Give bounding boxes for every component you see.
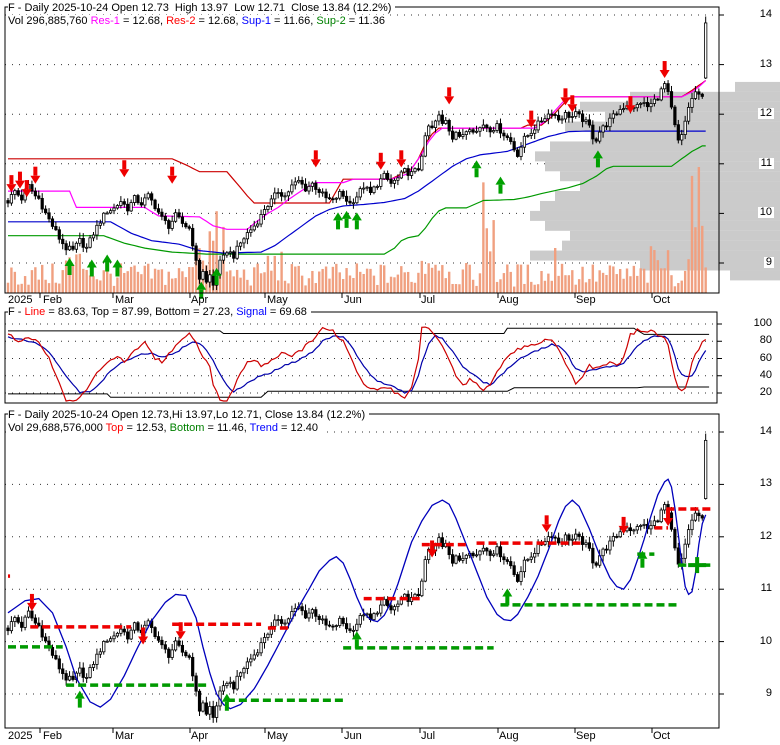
- panel3-month-label: Sep: [576, 730, 596, 742]
- header-segment: Sup-1: [241, 15, 271, 27]
- panel1-tick-label: 13: [757, 57, 774, 70]
- panel2-header-line1: F - Line = 83.63, Top = 87.99, Bottom = …: [8, 306, 311, 318]
- panel3-header-line1: F - Daily 2025-10-24 Open 12.73,Hi 13.97…: [8, 409, 370, 421]
- panel1-month-label: Aug: [499, 294, 519, 306]
- header-segment: = 12.68,: [119, 15, 167, 27]
- panel1-month-label: Jul: [421, 294, 436, 306]
- header-segment: Line: [24, 306, 46, 318]
- panel1-tick-label: 12: [757, 107, 774, 120]
- panel1-tick-label: 10: [757, 206, 774, 219]
- panel2-tick-label: 40: [757, 368, 774, 381]
- header-segment: F - Daily 2025-10-24 Open 12.73,Hi 13.97…: [8, 409, 366, 421]
- header-segment: Top: [105, 422, 124, 434]
- header-segment: = 12.40: [277, 422, 319, 434]
- panel2-tick-label: 60: [757, 351, 774, 364]
- header-segment: F -: [8, 306, 25, 318]
- panel3-tick-label: 10: [757, 634, 774, 647]
- panel3-month-label: Oct: [653, 730, 671, 742]
- panel1-tick-label: 14: [757, 8, 774, 20]
- header-segment: Trend: [249, 422, 278, 434]
- panel1-plot-area[interactable]: [5, 7, 719, 293]
- panel3-month-label: May: [267, 730, 288, 742]
- panel1-month-label: 2025: [8, 294, 33, 306]
- header-segment: Res-1: [90, 15, 120, 27]
- panel1-header-line1: F - Daily 2025-10-24 Open 12.73 High 13.…: [8, 2, 396, 14]
- header-segment: = 83.63, Top = 87.99, Bottom = 27.23,: [45, 306, 237, 318]
- panel3-tick-label: 13: [757, 477, 774, 490]
- panel3-month-label: Apr: [191, 730, 209, 742]
- panel1-month-label: Apr: [191, 294, 209, 306]
- panel1-month-label: Jun: [344, 294, 362, 306]
- header-segment: Signal: [236, 306, 267, 318]
- header-segment: Sup-2: [316, 15, 346, 27]
- header-segment: Vol 29,688,576,000: [8, 422, 106, 434]
- panel3-tick-label: 12: [757, 529, 774, 542]
- panel1-month-label: May: [267, 294, 288, 306]
- panel2-tick-label: 80: [757, 334, 774, 347]
- header-segment: = 11.36: [345, 15, 385, 27]
- panel3-month-label: Jun: [344, 730, 362, 742]
- panel1-month-label: Oct: [653, 294, 671, 306]
- header-segment: Res-2: [166, 15, 196, 27]
- panel3-month-label: Mar: [115, 730, 134, 742]
- panel3-month-label: Aug: [499, 730, 519, 742]
- panel3-tick-label: 11: [758, 582, 774, 595]
- panel3-month-label: Jul: [421, 730, 436, 742]
- panel3-month-label: Feb: [43, 730, 62, 742]
- header-segment: = 11.66,: [271, 15, 317, 27]
- header-segment: Bottom: [169, 422, 205, 434]
- header-segment: F - Daily 2025-10-24 Open 12.73 High 13.…: [8, 2, 392, 14]
- panel2-plot-area[interactable]: [5, 312, 717, 403]
- panel3-header-line2: Vol 29,688,576,000 Top = 12.53, Bottom =…: [8, 422, 323, 434]
- header-segment: Vol 296,885,760: [8, 15, 91, 27]
- header-segment: = 12.68,: [195, 15, 242, 27]
- header-segment: = 11.46,: [204, 422, 250, 434]
- panel3-tick-label: 14: [757, 425, 774, 437]
- panel1-header-line2: Vol 296,885,760 Res-1 = 12.68, Res-2 = 1…: [8, 15, 389, 27]
- panel3-plot-area[interactable]: [5, 414, 719, 728]
- panel2-tick-label: 100: [751, 317, 774, 329]
- header-segment: = 12.53,: [123, 422, 170, 434]
- panel3-month-label: 2025: [8, 730, 33, 742]
- header-segment: = 69.68: [266, 306, 307, 318]
- panel1-month-label: Sep: [576, 294, 596, 306]
- panel1-month-label: Mar: [115, 294, 134, 306]
- panel1-month-label: Feb: [43, 294, 62, 306]
- panel1-tick-label: 9: [763, 256, 774, 268]
- panel2-tick-label: 20: [757, 386, 774, 398]
- panel3-tick-label: 9: [763, 687, 774, 699]
- panel1-tick-label: 11: [758, 156, 774, 169]
